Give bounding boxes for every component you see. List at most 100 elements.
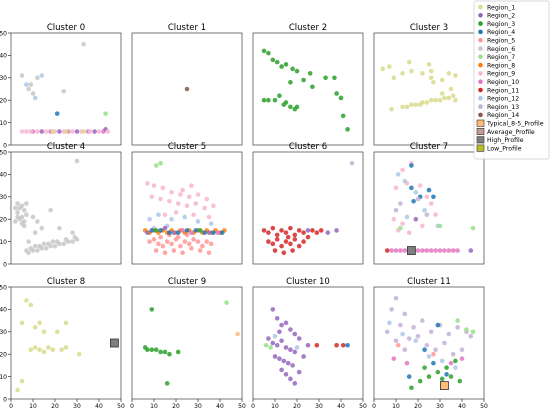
data-point: [426, 62, 432, 67]
data-point: [162, 250, 168, 256]
x-tick-label: 0: [130, 403, 134, 410]
data-point: [345, 127, 350, 132]
data-point: [180, 228, 185, 233]
data-point: [76, 351, 82, 357]
data-point: [428, 68, 434, 74]
data-point: [24, 129, 29, 134]
data-point: [191, 212, 196, 218]
data-point: [283, 345, 289, 350]
data-point: [349, 160, 355, 166]
data-point: [200, 243, 205, 249]
data-point: [261, 48, 267, 54]
data-point: [274, 232, 280, 238]
legend-swatch: [478, 29, 483, 35]
data-point: [453, 358, 458, 364]
data-point: [294, 345, 300, 350]
data-point: [455, 325, 460, 330]
y-tick-label: 0: [3, 261, 7, 268]
legend-label: Region_7: [487, 54, 515, 61]
data-point: [402, 311, 408, 317]
data-point: [393, 248, 399, 253]
data-point: [389, 106, 394, 112]
data-point: [32, 95, 38, 101]
cluster-panel: Cluster 4 0 10 20 30 40 50: [0, 142, 122, 268]
data-point: [158, 234, 163, 240]
y-tick-label: 0: [3, 142, 7, 149]
data-point: [202, 205, 207, 211]
data-point: [189, 230, 194, 235]
data-point: [171, 230, 177, 235]
data-point: [393, 338, 399, 344]
legend-label: Region_1: [487, 4, 515, 11]
data-point: [32, 243, 38, 249]
data-point: [422, 365, 427, 370]
x-tick-label: 0: [9, 403, 13, 410]
legend-swatch: [476, 144, 485, 152]
data-point: [470, 329, 476, 335]
data-point: [285, 360, 291, 366]
data-point: [453, 73, 458, 78]
data-point: [314, 230, 320, 235]
x-tick-label: 0: [372, 403, 376, 410]
data-point: [413, 338, 419, 344]
data-point: [147, 216, 152, 222]
data-point: [431, 194, 436, 200]
data-point: [30, 214, 36, 220]
data-point: [301, 230, 306, 235]
x-tick-label: 50: [117, 403, 125, 410]
data-point: [87, 129, 93, 134]
data-point: [389, 248, 394, 253]
data-point: [175, 234, 181, 240]
y-tick-label: 20: [0, 352, 7, 359]
profile-marker: [110, 338, 119, 348]
data-point: [274, 59, 280, 65]
data-point: [437, 97, 443, 103]
data-point: [46, 345, 51, 350]
data-point: [169, 241, 174, 247]
data-point: [415, 196, 421, 202]
cluster-panel: Cluster 11 0 10 20 30 40 50: [372, 277, 488, 410]
legend-label: Region_8: [487, 62, 515, 69]
x-tick-label: 10: [150, 403, 158, 410]
data-point: [288, 347, 293, 353]
data-point: [340, 342, 346, 348]
data-point: [468, 333, 474, 339]
legend-swatch: [478, 21, 483, 26]
data-point: [149, 307, 155, 312]
data-point: [19, 203, 25, 209]
data-point: [272, 354, 278, 359]
y-tick-label: 40: [0, 172, 7, 179]
data-point: [175, 230, 181, 235]
panel-title: Cluster 7: [410, 142, 448, 152]
panel-title: Cluster 4: [47, 142, 85, 152]
data-point: [426, 187, 432, 193]
data-point: [428, 201, 434, 206]
panel-title: Cluster 8: [47, 277, 85, 287]
data-point: [167, 198, 172, 204]
data-point: [63, 237, 69, 242]
data-point: [424, 248, 430, 253]
data-point: [184, 203, 190, 209]
data-point: [180, 187, 185, 193]
data-point: [35, 75, 40, 81]
legend-item: Region_3: [478, 21, 515, 28]
legend-item: Average_Profile: [476, 128, 535, 136]
data-point: [283, 62, 289, 67]
data-point: [398, 225, 403, 231]
data-point: [424, 212, 430, 218]
data-point: [186, 241, 192, 247]
data-point: [296, 336, 302, 341]
y-tick-label: 40: [0, 53, 7, 60]
data-point: [453, 365, 458, 370]
data-point: [468, 248, 474, 253]
data-point: [41, 329, 47, 335]
data-point: [400, 104, 405, 110]
x-tick-label: 30: [73, 403, 81, 410]
data-point: [215, 230, 221, 235]
data-point: [420, 223, 425, 229]
data-point: [292, 349, 298, 355]
profile-marker: [439, 381, 449, 390]
y-tick-label: 20: [0, 217, 7, 224]
data-point: [70, 230, 75, 235]
